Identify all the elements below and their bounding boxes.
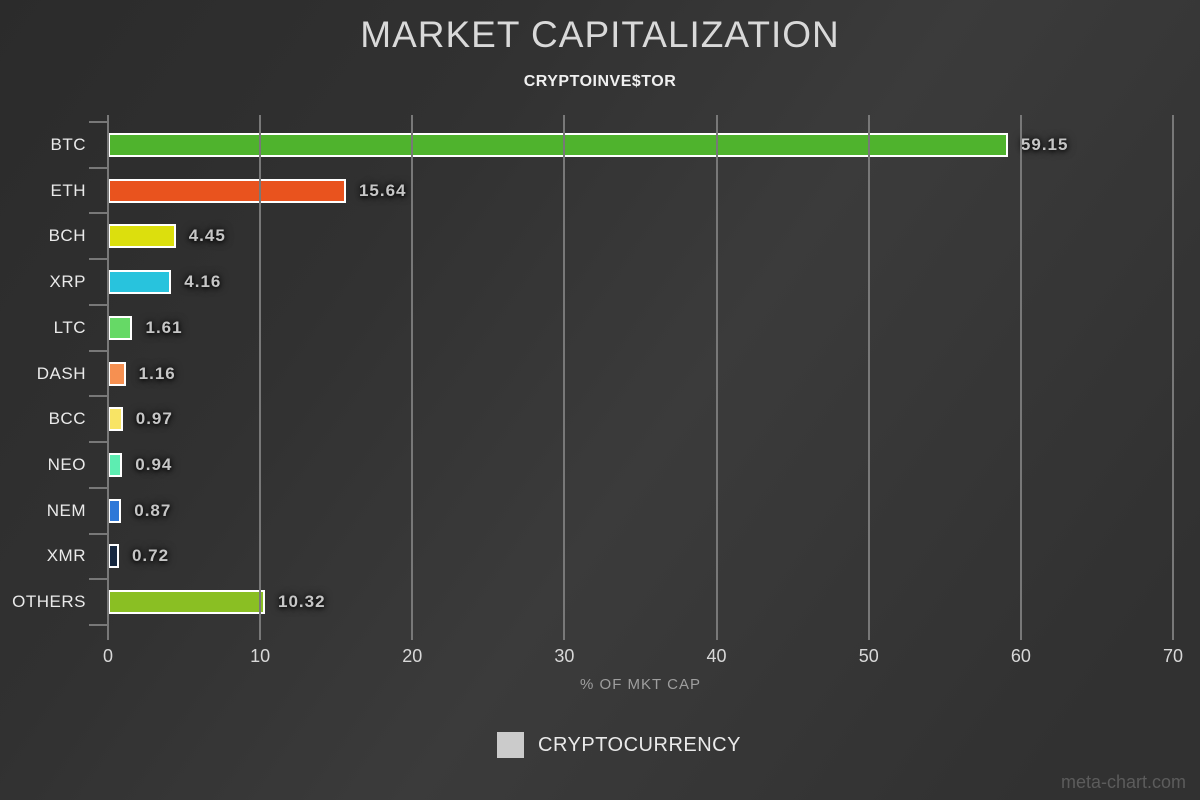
bar-row: XRP 4.16 [50,259,1173,305]
category-label: XRP [49,272,86,292]
bar-row: NEM 0.87 [47,488,1173,534]
value-label: 0.72 [131,546,170,566]
x-tick-label: 10 [250,646,271,666]
category-label: LTC [53,317,86,337]
bar-row: BCC 0.97 [49,396,1173,442]
watermark: meta-chart.com [1060,772,1186,792]
x-tick-label: 50 [858,646,879,666]
bar-row: OTHERS 10.32 [12,579,1173,625]
bar-row: NEO 0.94 [48,442,1173,488]
bar-row: BTC 59.15 [51,122,1173,168]
chart-title: MARKET CAPITALIZATION [360,14,840,55]
value-label: 0.87 [134,500,172,520]
value-label: 0.97 [135,409,173,429]
bar-row: ETH 15.64 [51,168,1173,214]
category-label: BCC [48,409,86,429]
y-tick [89,121,108,123]
category-label: NEM [46,500,86,520]
value-label: 4.16 [184,272,222,292]
value-label: 1.16 [138,363,176,383]
value-label: 4.45 [188,226,226,246]
category-label: BCH [48,226,86,246]
y-tick [89,486,108,489]
y-tick [89,441,108,444]
y-tick [89,258,108,261]
x-gridline [563,115,566,640]
x-tick-label: 60 [1010,646,1031,666]
x-gridline [259,115,262,640]
value-label: 59.15 [1020,134,1069,154]
y-tick [89,624,108,626]
category-label: XMR [46,546,86,566]
bar-row: XMR 0.72 [47,534,1173,580]
bar-row: BCH 4.45 [49,213,1173,259]
value-label: 0.94 [135,455,173,474]
bar [108,178,346,203]
x-tick-label: 70 [1162,646,1184,666]
bar [108,544,119,569]
y-tick [89,349,108,352]
bar [108,590,265,615]
bar [108,315,133,340]
x-gridline [1019,115,1022,640]
category-label: ETH [50,180,86,200]
bar [108,453,123,477]
x-gridline [867,115,870,640]
category-label: DASH [36,363,86,383]
category-label: OTHERS [12,592,86,612]
x-tick-label: 40 [706,646,727,666]
x-axis-title: % OF MKT CAP [580,676,701,693]
bar [108,407,123,432]
bar-row: DASH 1.16 [37,351,1173,397]
bar-rows: BTC 59.15 ETH 15.64 BCH 4.45 XRP 4.16 LTC 1.61 DAS… [12,122,1173,625]
x-tick-label: 30 [554,646,575,666]
bar [108,132,1008,157]
y-tick [89,578,108,581]
bar [108,224,176,249]
category-label: BTC [50,134,86,154]
chart-subtitle: CRYPTOINVE$TOR [523,73,677,90]
plot-area: BTC 59.15 ETH 15.64 BCH 4.45 XRP 4.16 LTC 1.61 DAS… [12,115,1183,666]
bar [108,270,172,295]
value-label: 15.64 [358,180,407,200]
value-label: 10.32 [278,592,326,612]
bar [108,361,126,386]
bar [108,498,122,523]
x-gridline [411,115,414,640]
x-tick-label: 0 [102,646,114,666]
legend-label: CRYPTOCURRENCY [538,733,741,756]
x-tick-label: 20 [402,646,423,666]
legend-swatch-icon [497,732,524,758]
y-tick [89,166,108,169]
category-label: NEO [47,455,86,474]
x-gridline [107,115,109,640]
x-gridline [715,115,718,640]
y-tick [89,212,108,215]
bar-row: LTC 1.61 [54,305,1173,351]
x-gridline [1172,115,1174,640]
legend: CRYPTOCURRENCY [497,732,741,758]
y-tick [89,303,108,306]
y-tick [89,532,108,535]
value-label: 1.61 [145,317,183,337]
y-tick [89,395,108,398]
